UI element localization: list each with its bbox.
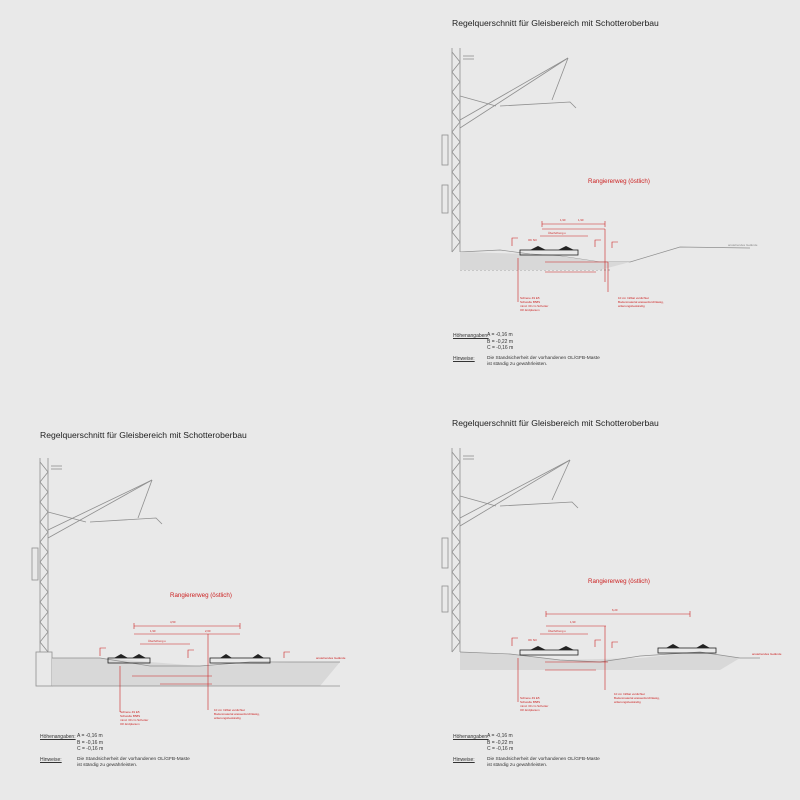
ground-profile	[459, 651, 760, 663]
heights-label: Höhenangaben:	[453, 734, 489, 740]
dimension-label: 1,90	[578, 218, 584, 222]
ground-label: anstehendes Gelände	[728, 243, 758, 247]
height-value: A = -0,16 m	[77, 733, 103, 739]
legend-item: OK Erdplanum	[120, 722, 140, 726]
side-note-line: 10 cm Infiltat verdichtet	[214, 708, 245, 712]
height-values: A = -0,16 m B = -0,22 m C = -0,16 m	[487, 332, 513, 352]
heights-label: Höhenangaben:	[40, 734, 76, 740]
notes: Die Standsicherheit der vorhandenen OL/G…	[487, 757, 600, 769]
route-label: Rangiererweg (östlich)	[588, 578, 650, 585]
dimension-label: 4,50	[170, 620, 176, 624]
side-note: 10 cm Infiltat verdichtet Bodenmaterial …	[618, 296, 664, 308]
legend-item: Schiene 49 E5	[120, 710, 140, 714]
dimension-label: 6,20	[612, 608, 618, 612]
height-value: C = -0,16 m	[487, 345, 514, 352]
height-value: B = -0,16 m	[77, 739, 103, 746]
dimension-label: OK SO	[528, 238, 537, 242]
overhead-line-mast	[31, 458, 163, 687]
height-value: B = -0,22 m	[487, 739, 513, 746]
side-note-line: witterungsbeständig	[214, 716, 241, 720]
ground-profile	[52, 657, 340, 687]
side-note-line: witterungsbeständig	[614, 700, 641, 704]
panel-bottom-left: Regelquerschnitt für Gleisbereich mit Sc…	[0, 400, 400, 800]
side-note-line: Bodenmaterial wasserdurchlässig,	[214, 712, 260, 716]
side-note: 10 cm Infiltat verdichtet Bodenmaterial …	[214, 708, 260, 720]
material-legend: Schiene 49 E5 Schwelle B58S mind. 30 cm …	[520, 696, 548, 712]
dimension-label: Überhöhung u	[548, 629, 566, 633]
height-value: A = -0,16 m	[487, 733, 513, 739]
material-legend: Schiene 49 E5 Schwelle B58S mind. 30 cm …	[520, 296, 548, 312]
side-note: 10 cm Infiltat verdichtet Bodenmaterial …	[614, 692, 660, 704]
track-sleeper	[519, 246, 579, 256]
track-sleeper-neighbour	[657, 644, 717, 654]
track-sleeper	[519, 646, 579, 656]
track-sleeper	[107, 654, 151, 664]
dimension-lines	[99, 623, 290, 712]
legend-item: mind. 30 cm Schotter	[520, 304, 549, 308]
legend-item: OK Erdplanum	[520, 308, 540, 312]
overhead-line-mast	[441, 448, 579, 653]
ground-label: anstehendes Gelände	[316, 656, 346, 660]
side-note-line: Bodenmaterial wasserdurchlässig,	[618, 300, 664, 304]
height-values: A = -0,16 m B = -0,16 m C = -0,16 m	[77, 733, 103, 753]
notes: Die Standsicherheit der vorhandenen OL/G…	[77, 757, 190, 769]
panel-bottom-right: Regelquerschnitt für Gleisbereich mit Sc…	[400, 400, 800, 800]
panel-title: Regelquerschnitt für Gleisbereich mit Sc…	[452, 418, 659, 428]
side-note-line: 10 cm Infiltat verdichtet	[614, 692, 645, 696]
dimension-label: Überhöhung u	[148, 639, 166, 643]
material-legend: Schiene 49 E5 Schwelle B58S mind. 30 cm …	[120, 710, 148, 726]
dimension-label: 1,90	[560, 218, 566, 222]
height-value: C = -0,16 m	[77, 746, 104, 753]
height-value: C = -0,16 m	[487, 746, 514, 753]
legend-item: Schwelle B58S	[120, 714, 141, 718]
notes-label: Hinweise:	[453, 757, 475, 763]
note-line: ist ständig zu gewährleisten.	[487, 763, 548, 768]
panel-title: Regelquerschnitt für Gleisbereich mit Sc…	[40, 430, 247, 440]
legend-item: mind. 30 cm Schotter	[120, 718, 149, 722]
overhead-line-mast	[441, 48, 577, 253]
note-line: Die Standsicherheit der vorhandenen OL/G…	[77, 757, 190, 762]
notes-label: Hinweise:	[40, 757, 62, 763]
dimension-lines	[511, 611, 691, 702]
side-note-line: Bodenmaterial wasserdurchlässig,	[614, 696, 660, 700]
height-value: A = -0,16 m	[487, 332, 513, 338]
panel-top-right: Regelquerschnitt für Gleisbereich mit Sc…	[400, 0, 800, 400]
dimension-lines	[511, 221, 618, 302]
cross-section-drawing	[441, 48, 751, 302]
track-sleeper-neighbour	[209, 654, 271, 664]
panel-title: Regelquerschnitt für Gleisbereich mit Sc…	[452, 18, 659, 28]
height-values: A = -0,16 m B = -0,22 m C = -0,16 m	[487, 733, 513, 753]
dimension-label: Überhöhung u	[548, 231, 566, 235]
dimension-label: 2,60	[205, 629, 211, 633]
side-note-line: 10 cm Infiltat verdichtet	[618, 296, 649, 300]
dimension-label: 1,90	[150, 629, 156, 633]
side-note-line: witterungsbeständig	[618, 304, 645, 308]
legend-item: Schiene 49 E5	[520, 696, 540, 700]
note-line: Die Standsicherheit der vorhandenen OL/G…	[487, 757, 600, 762]
cross-section-drawing	[441, 448, 760, 702]
notes-label: Hinweise:	[453, 356, 475, 362]
height-value: B = -0,22 m	[487, 338, 513, 345]
note-line: ist ständig zu gewährleisten.	[77, 763, 138, 768]
heights-label: Höhenangaben:	[453, 333, 489, 339]
route-label: Rangiererweg (östlich)	[170, 592, 232, 599]
legend-item: mind. 30 cm Schotter	[520, 704, 549, 708]
legend-item: Schiene 49 E5	[520, 296, 540, 300]
note-line: Die Standsicherheit der vorhandenen OL/G…	[487, 356, 600, 361]
note-line: ist ständig zu gewährleisten.	[487, 362, 548, 367]
notes: Die Standsicherheit der vorhandenen OL/G…	[487, 356, 600, 368]
dimension-label: 1,90	[570, 620, 576, 624]
legend-item: Schwelle B58S	[520, 300, 541, 304]
dimension-label: OK SO	[528, 638, 537, 642]
legend-item: Schwelle B58S	[520, 700, 541, 704]
legend-item: OK Erdplanum	[520, 708, 540, 712]
cross-section-drawing	[31, 458, 340, 712]
ground-label: anstehendes Gelände	[752, 652, 782, 656]
route-label: Rangiererweg (östlich)	[588, 178, 650, 185]
